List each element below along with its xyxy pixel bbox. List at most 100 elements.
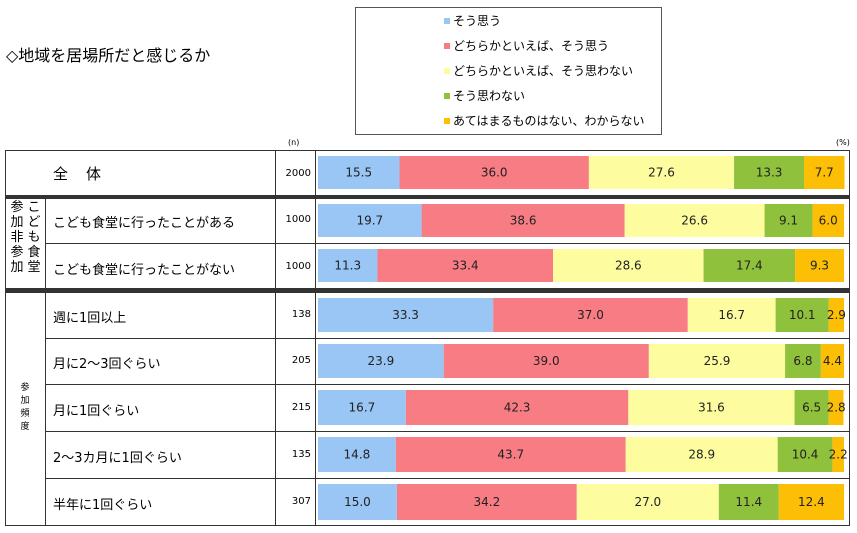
group-label-cafeteria: こ ど も 食 堂 [26, 200, 42, 275]
bar-segment [812, 204, 844, 237]
bar-value-label: 9.1 [779, 214, 798, 228]
legend-label: そう思う [453, 14, 502, 28]
bar-segment [576, 484, 719, 520]
group-label-participation: 参 加 非 参 加 [9, 200, 25, 275]
row-divider [5, 292, 850, 293]
bar-segment [648, 344, 786, 378]
bar-value-label: 11.3 [334, 259, 361, 273]
sample-size: 135 [291, 449, 311, 460]
sample-size: 1000 [285, 261, 311, 272]
column-divider [275, 150, 276, 526]
group-char: 参 [10, 200, 24, 215]
legend-swatch [444, 43, 450, 49]
bar-value-label: 27.0 [634, 495, 661, 509]
row-divider [5, 196, 850, 197]
bar-value-label: 23.9 [368, 354, 395, 368]
bar-segment [832, 437, 844, 472]
row-label: 2～3カ月に1回ぐらい [53, 451, 182, 466]
bar-segment [553, 249, 704, 282]
bar-value-label: 28.9 [688, 448, 715, 462]
stacked-bar-plot: 15.5 36.0 27.6 13.3 7.7 19.7 38.6 26.6 9.1 6.0 11.… [318, 156, 848, 520]
bar-segment [395, 437, 626, 472]
row-label: こども食堂に行ったことがない [53, 263, 236, 278]
bar-segment [703, 249, 796, 282]
group-char: 加 [10, 215, 24, 230]
legend: そう思う どちらかといえば、そう思う どちらかといえば、そう思わない そう思わな… [355, 7, 662, 135]
row-divider [45, 338, 850, 339]
bar-value-label: 7.7 [815, 166, 834, 180]
group-char: こ [27, 200, 41, 215]
row-divider [45, 478, 850, 479]
legend-item: そう思う [444, 12, 501, 29]
bar-value-label: 12.4 [798, 495, 825, 509]
bar-value-label: 39.0 [533, 354, 560, 368]
bar-value-label: 14.8 [344, 448, 371, 462]
legend-item: どちらかといえば、そう思う [444, 37, 609, 54]
row-label: 半年に1回ぐらい [53, 498, 153, 513]
bar-segment [318, 484, 397, 520]
bar-value-label: 9.3 [810, 259, 829, 273]
bar-value-label: 4.4 [823, 354, 842, 368]
bar-segment [828, 298, 844, 332]
row-divider [5, 198, 850, 199]
bar-segment [318, 204, 422, 237]
legend-swatch [444, 18, 450, 24]
bar-segment [628, 390, 795, 425]
legend-swatch [444, 118, 450, 124]
bar-value-label: 36.0 [481, 166, 508, 180]
group-char: 参 [20, 383, 30, 393]
bar-segment [820, 344, 844, 378]
legend-label: どちらかといえば、そう思う [453, 39, 610, 53]
row-divider [45, 243, 850, 244]
bar-value-label: 31.6 [698, 401, 725, 415]
sample-size: 138 [291, 309, 311, 320]
group-char: も [27, 230, 41, 245]
bar-segment [624, 204, 765, 237]
bar-value-label: 33.4 [452, 259, 479, 273]
bar-segment [734, 156, 805, 189]
bar-segment [318, 390, 406, 425]
legend-item: あてはまるものはない、わからない [444, 112, 645, 129]
bar-segment [405, 390, 629, 425]
bar-segment [625, 437, 778, 472]
legend-item: どちらかといえば、そう思わない [444, 62, 633, 79]
row-divider [5, 289, 850, 290]
bar-segment [804, 156, 845, 189]
bar-value-label: 10.4 [792, 448, 819, 462]
legend-item: そう思わない [444, 87, 525, 104]
group-char: 堂 [27, 260, 41, 275]
chart-table: 参 加 非 参 加 こ ど も 食 堂 参 加 頻 度 全体 こども食堂に行った… [5, 150, 850, 526]
bar-segment [399, 156, 589, 189]
legend-label: そう思わない [453, 89, 526, 103]
bar-segment [443, 344, 649, 378]
bar-value-label: 10.1 [789, 308, 816, 322]
bar-segment [421, 204, 625, 237]
bar-value-label: 19.7 [356, 214, 383, 228]
row-divider [5, 290, 850, 291]
bar-value-label: 28.6 [615, 259, 642, 273]
bar-segment [775, 298, 829, 332]
legend-swatch [444, 93, 450, 99]
row-divider [5, 195, 850, 196]
sample-size: 307 [291, 496, 311, 507]
n-unit-label: (n) [288, 138, 300, 147]
row-divider [45, 384, 850, 385]
row-divider [5, 291, 850, 292]
row-divider [45, 431, 850, 432]
bar-segment [764, 204, 813, 237]
bar-segment [318, 156, 400, 189]
bar-segment [318, 344, 444, 378]
bar-segment [777, 437, 833, 472]
legend-label: あてはまるものはない、わからない [453, 114, 645, 128]
bar-segment [396, 484, 577, 520]
bar-segment [377, 249, 554, 282]
group-char: 加 [20, 396, 30, 406]
legend-swatch [444, 68, 450, 74]
bar-value-label: 16.7 [718, 308, 745, 322]
legend-label: どちらかといえば、そう思わない [453, 64, 634, 78]
row-divider [5, 288, 850, 289]
bar-value-label: 6.0 [819, 214, 838, 228]
bar-segment [785, 344, 821, 378]
bar-value-label: 16.7 [349, 401, 376, 415]
bar-value-label: 33.3 [392, 308, 419, 322]
